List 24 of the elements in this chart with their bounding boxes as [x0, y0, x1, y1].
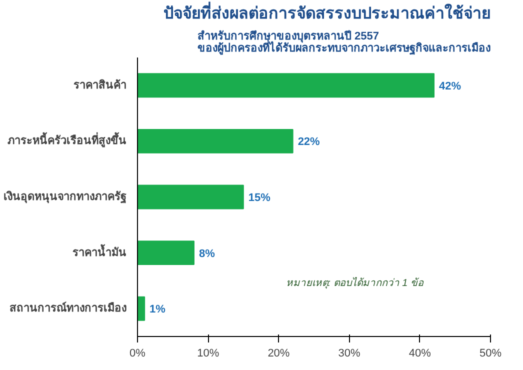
- y-tick-label: ราคาน้ำมัน: [72, 244, 126, 259]
- y-tick-label: เงินอุดหนุนจากทางภาครัฐ: [4, 190, 126, 204]
- bar: [138, 296, 146, 321]
- data-label: 15%: [248, 192, 271, 204]
- y-tick-label: ภาระหนี้ครัวเรือนที่สูงขึ้น: [8, 132, 126, 148]
- chart-title: ปัจจัยที่ส่งผลต่อการจัดสรรงบประมาณค่าใช้จ่าย: [164, 2, 490, 22]
- bar: [138, 128, 294, 154]
- bar: [138, 240, 194, 266]
- x-tick-label: 50%: [479, 348, 502, 360]
- chart-subtitle: สำหรับการศึกษาของบุตรหลานปี 2557 ของผู้ปกครองที่ได้รับผลกระทบจากภาวะเศรษฐกิจและการเมือง: [198, 30, 490, 56]
- bar: [138, 73, 435, 98]
- y-tick-label: สถานการณ์ทางการเมือง: [10, 302, 126, 315]
- x-tick-label: 10%: [197, 348, 220, 360]
- x-tick-label: 30%: [338, 348, 361, 360]
- y-tick-label: ราคาสินค้า: [74, 78, 126, 92]
- data-label: 1%: [150, 304, 166, 316]
- data-label: 22%: [298, 136, 320, 148]
- x-tick-label: 0%: [130, 348, 146, 360]
- x-tick-label: 20%: [268, 348, 290, 360]
- annotation: หมายเหตุ: ตอบได้มากกว่า 1 ข้อ: [286, 276, 424, 289]
- bar: [138, 184, 244, 210]
- data-label: 42%: [439, 80, 462, 92]
- x-tick-label: 40%: [408, 348, 432, 360]
- data-label: 8%: [198, 248, 216, 260]
